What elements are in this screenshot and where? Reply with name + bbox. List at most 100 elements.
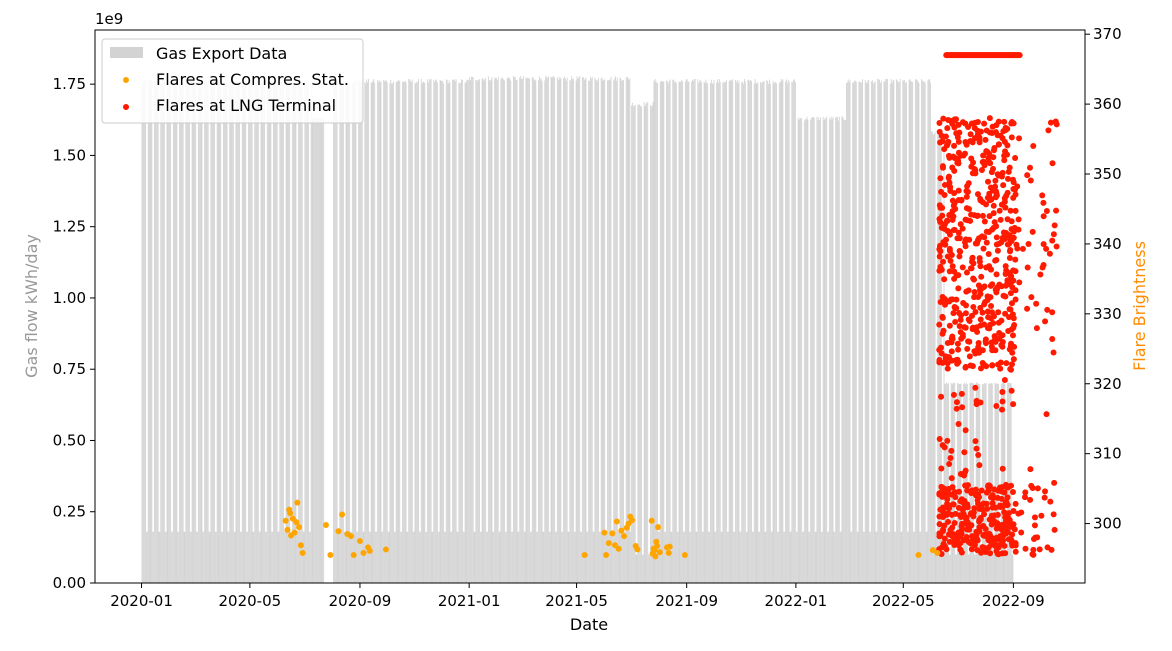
compressor-flare-point (348, 533, 354, 540)
lng-flare-point (1043, 208, 1050, 215)
compressor-flare-point (287, 510, 294, 517)
lng-flare-point (936, 246, 943, 253)
gas-bar (747, 79, 749, 583)
gas-bar (907, 531, 909, 583)
gas-bar (993, 554, 995, 583)
lng-flare-point (1004, 151, 1011, 158)
gas-bar (811, 118, 812, 583)
lng-flare-point (993, 271, 1000, 278)
lng-flare-point (952, 510, 959, 517)
y-right-tick-label: 370 (1093, 25, 1122, 43)
lng-flare-point (1016, 279, 1023, 286)
gas-bar (960, 383, 962, 583)
lng-flare-point (992, 183, 999, 190)
gas-bar (886, 78, 888, 583)
gas-bar (257, 78, 259, 583)
gas-bar (727, 531, 729, 583)
gas-bar (735, 79, 736, 584)
gas-bar (165, 531, 167, 583)
lng-flare-point (955, 187, 962, 194)
compressor-flare-point (915, 552, 922, 559)
gas-bar (894, 531, 896, 583)
gas-bar (377, 82, 379, 583)
gas-bar (305, 79, 307, 584)
gas-bar (308, 531, 310, 583)
gas-bar (897, 80, 898, 583)
gas-bar (192, 79, 194, 583)
gas-bar (761, 81, 763, 584)
gas-bar (223, 82, 224, 583)
lng-flare-point (990, 535, 997, 542)
gas-bar (240, 531, 242, 583)
gas-bar (829, 117, 830, 583)
lng-flare-point (947, 526, 954, 533)
lng-flare-point (1012, 268, 1019, 275)
gas-bar (424, 82, 426, 584)
gas-bar (298, 81, 300, 584)
gas-bar (732, 79, 734, 583)
lng-flare-point (1012, 207, 1019, 214)
gas-bar (879, 79, 880, 583)
lng-flare-point (941, 146, 948, 153)
gas-bar (755, 83, 757, 583)
gas-bar (694, 78, 696, 584)
gas-bar (391, 83, 393, 583)
gas-bar (871, 80, 873, 583)
gas-bar (393, 81, 394, 583)
gas-bar (416, 81, 418, 583)
gas-bar (719, 81, 721, 584)
compressor-flare-point (296, 524, 303, 531)
lng-flare-point (952, 305, 959, 312)
gas-bar (502, 77, 504, 583)
gas-bar (343, 531, 345, 583)
lng-flare-point (980, 544, 987, 551)
gas-bar (322, 118, 324, 584)
compressor-flare-point (299, 549, 306, 556)
y-left-tick-label: 1.25 (53, 218, 86, 236)
gas-bar (427, 82, 429, 583)
y-left-tick-label: 0.50 (53, 431, 86, 449)
lng-flare-point (948, 491, 955, 498)
lng-flare-point (1011, 322, 1018, 329)
gas-bar (361, 79, 363, 584)
gas-bar (948, 383, 949, 583)
gas-bar (752, 531, 753, 583)
gas-bar (538, 76, 540, 584)
gas-bar (455, 79, 457, 584)
gas-bar (287, 79, 289, 584)
gas-bar (891, 83, 893, 583)
gas-bar (460, 82, 462, 583)
gas-bar (974, 554, 976, 583)
gas-bar (890, 79, 892, 583)
gas-bar (882, 531, 884, 583)
lng-flare-point (951, 542, 958, 548)
gas-bar (615, 80, 617, 584)
gas-bar (224, 82, 226, 583)
gas-bar (711, 82, 713, 583)
gas-bar (299, 80, 301, 583)
gas-bar (617, 531, 619, 583)
gas-bar (598, 531, 600, 583)
lng-flare-point (962, 482, 969, 489)
gas-bar (301, 81, 303, 584)
lng-flare-point (1034, 485, 1041, 492)
gas-bar (968, 554, 970, 583)
gas-bar (488, 80, 490, 583)
y-right-tick-label: 360 (1093, 95, 1122, 113)
compressor-flare-point (929, 547, 936, 554)
gas-bar (774, 82, 776, 584)
lng-flare-point (973, 528, 980, 535)
lng-flare-point (1039, 264, 1046, 271)
lng-flare-point (1006, 314, 1012, 321)
gas-bar (705, 79, 707, 583)
gas-bar (803, 120, 805, 583)
gas-bar (485, 77, 487, 583)
gas-bar (499, 531, 501, 583)
gas-bar (369, 531, 371, 583)
lng-flare-point (941, 444, 948, 451)
lng-flare-point (977, 316, 984, 323)
lng-flare-point (1010, 186, 1017, 193)
gas-bar (227, 531, 229, 583)
lng-flare-point (942, 221, 949, 228)
lng-flare-point (981, 120, 988, 127)
